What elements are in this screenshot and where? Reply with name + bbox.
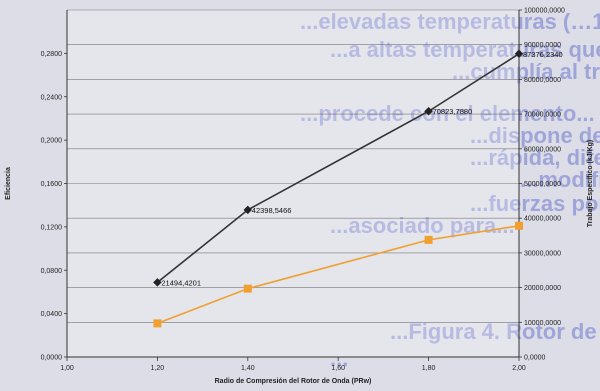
- x-tick-label: 1,80: [422, 365, 436, 372]
- series: [153, 49, 524, 328]
- background-text-line: ...Figura 4. Rotor de ondas...: [390, 319, 600, 344]
- x-tick-label: 1,00: [60, 365, 74, 372]
- background-text-line: ...rápida, diferenciado de ...: [470, 145, 600, 170]
- background-text-line: ...elevadas temperaturas (…1300: [300, 9, 600, 34]
- background-text-line: ...asociado para...: [330, 212, 515, 240]
- data-point: [243, 205, 253, 215]
- axes: [64, 9, 522, 361]
- data-label: 87376,2340: [523, 50, 563, 59]
- data-point: [424, 235, 433, 244]
- right-y-tick-label: 70000,0000: [524, 112, 561, 119]
- right-y-tick-label: 50000,0000: [524, 181, 561, 188]
- series-line-1: [157, 225, 520, 325]
- right-y-tick-label: 10000,0000: [524, 320, 561, 327]
- data-label: 42398,5466: [252, 206, 292, 215]
- right-y-tick-label: 30000,0000: [524, 250, 561, 257]
- x-tick-label: 1,40: [241, 365, 255, 372]
- data-label: 21494,4201: [161, 278, 201, 287]
- right-y-tick-label: 0,0000: [524, 355, 546, 362]
- left-y-tick-label: 0,1600: [41, 181, 63, 188]
- right-y-axis-title: Trabajo Específico (kJ/Kg): [587, 140, 594, 228]
- x-axis-title: Radio de Compresión del Rotor de Onda (P…: [215, 378, 372, 385]
- data-point: [424, 106, 433, 116]
- background-text-line: ...dispone de menos componentes...: [470, 123, 600, 148]
- right-y-tick-label: 80000,0000: [524, 77, 561, 84]
- left-y-tick-label: 0,1200: [41, 224, 63, 231]
- background-text-line: ...modificaciones...: [520, 167, 600, 192]
- left-y-tick-label: 0,0400: [41, 311, 63, 318]
- tick-labels: 1,00 1,20 1,40 1,60 1,80 2,00 0,0000 0,0400 0,08…: [41, 8, 565, 373]
- background-text-line: ...a altas temperaturas que...: [330, 37, 600, 62]
- background-text-line: ...procede con el elemento...: [300, 101, 595, 126]
- x-tick-label: 1,20: [151, 365, 165, 372]
- data-point: [153, 319, 162, 328]
- left-y-axis-title: Eficiencia: [5, 167, 12, 200]
- x-tick-label: 2,00: [512, 365, 526, 372]
- right-y-tick-label: 60000,0000: [524, 146, 561, 153]
- data-point: [515, 221, 523, 230]
- data-label: 70823,7880: [433, 107, 473, 116]
- left-y-tick-label: 0,0800: [41, 268, 63, 275]
- left-y-tick-label: 0,2400: [41, 94, 63, 101]
- series-line-0: [156, 53, 520, 284]
- right-y-tick-label: 100000,0000: [524, 8, 565, 15]
- left-y-tick-label: 0,2800: [41, 51, 63, 58]
- background-text-line: ...fuerzas ponderadas de...: [470, 191, 600, 216]
- data-point: [153, 278, 162, 287]
- right-y-tick-label: 40000,0000: [524, 216, 561, 223]
- left-y-tick-label: 0,0000: [41, 355, 63, 362]
- right-y-tick-label: 90000,0000: [524, 42, 561, 49]
- x-tick-label: 1,60: [331, 365, 345, 372]
- background-text-line: ...: [330, 346, 349, 371]
- right-y-tick-label: 20000,0000: [524, 285, 561, 292]
- data-point: [243, 284, 252, 293]
- left-y-tick-label: 0,2000: [41, 138, 63, 145]
- grid-lines: [67, 9, 519, 358]
